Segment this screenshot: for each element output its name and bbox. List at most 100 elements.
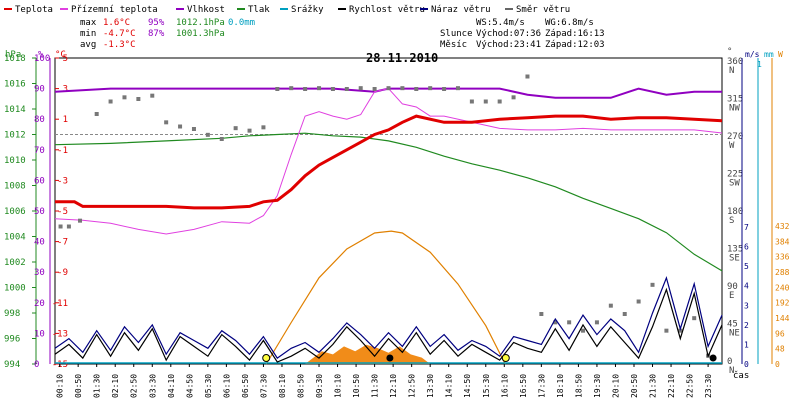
temp-tick-label: -11 (52, 299, 68, 309)
time-tick-label: 07:30 (259, 374, 268, 398)
time-tick-label: 14:50 (463, 374, 472, 398)
temperature-line (55, 114, 723, 210)
stat-min-press: 1001.3hPa (176, 29, 225, 39)
temp-tick-label: -3 (57, 176, 68, 186)
temp-tick-label: 1 (63, 115, 68, 125)
time-tick-label: 08:10 (278, 374, 287, 398)
chart-title: 28.11.2010 (366, 51, 438, 65)
time-tick-label: 13:30 (426, 374, 435, 398)
wind-direction-point (483, 99, 488, 104)
wind-sun-info: WS:5.4m/s WG:6.8m/s Slunce Východ:07:36 … (440, 18, 605, 50)
time-tick-label: 00:50 (74, 374, 83, 398)
temp-tick-label: -9 (57, 268, 68, 278)
chart-marks (54, 74, 723, 365)
time-tick-label: 02:50 (130, 374, 139, 398)
wind-tick-label: 0 (744, 360, 749, 369)
wind-tick-label: 3 (744, 301, 749, 310)
unit-w: W (778, 50, 783, 59)
stat-avg-label: avg (80, 40, 96, 50)
unit-pct: % (38, 50, 44, 60)
mm-top-tick: 1 (757, 60, 762, 69)
wind-speed-line (54, 287, 723, 363)
wind-direction-point (178, 124, 183, 129)
axes: 1018101610141012101010081006100410021000… (4, 54, 790, 398)
stat-max-label: max (80, 18, 97, 28)
time-tick-label: 02:10 (111, 374, 120, 398)
time-tick-label: 12:10 (389, 374, 398, 398)
stat-max-temp: 1.6°C (103, 18, 130, 28)
wind-tick-label: 1 (744, 340, 749, 349)
stat-max-rain: 0.0mm (228, 18, 255, 28)
wind-direction-point (581, 328, 586, 333)
stats-block: max 1.6°C 95% 1012.1hPa 0.0mm min -4.7°C… (80, 18, 255, 50)
wind-direction-point (150, 93, 155, 98)
stat-avg-temp: -1.3°C (103, 40, 136, 50)
stat-max-press: 1012.1hPa (176, 18, 225, 28)
direction-tick-label: 45 (727, 320, 738, 330)
pressure-tick-label: 1016 (4, 80, 26, 90)
direction-tick-label: 0 (727, 357, 732, 367)
legend-label: Tlak (248, 5, 270, 15)
direction-cardinal-label: SE (729, 254, 740, 264)
time-tick-label: 19:30 (593, 374, 602, 398)
humidity-line (54, 87, 722, 99)
unit-cas: čas (733, 370, 749, 381)
wind-direction-point (330, 87, 335, 91)
pressure-tick-label: 994 (4, 360, 20, 370)
wind-direction-point (622, 312, 627, 316)
wind-direction-point (497, 99, 502, 104)
solar-tick-label: 144 (775, 314, 790, 323)
humidity-tick-label: 30 (34, 268, 45, 278)
sun-label: Slunce (440, 29, 473, 39)
time-tick-label: 06:10 (222, 374, 231, 398)
direction-tick-label: 315 (727, 95, 743, 105)
direction-cardinal-label: N (729, 366, 734, 376)
wind-direction-point (58, 224, 63, 229)
wind-direction-point (164, 120, 169, 125)
wind-direction-point (219, 137, 224, 141)
wind-tick-label: 2 (744, 321, 749, 330)
time-tick-label: 23:30 (704, 374, 713, 398)
wind-direction-point (636, 299, 641, 304)
time-tick-label: 22:50 (686, 374, 695, 398)
wind-direction-point (261, 125, 266, 130)
time-tick-label: 18:10 (556, 374, 565, 398)
wind-direction-point (442, 87, 447, 91)
solar-tick-label: 96 (775, 329, 785, 338)
wind-direction-point (539, 312, 544, 316)
direction-tick-label: 270 (727, 132, 743, 142)
legend-label: Přízemní teplota (71, 5, 158, 15)
direction-tick-label: 90 (727, 282, 738, 292)
solar-tick-label: 384 (775, 237, 790, 246)
time-tick-label: 00:10 (56, 374, 65, 398)
time-tick-label: 01:30 (93, 374, 102, 398)
wind-direction-point (650, 282, 655, 287)
wind-direction-point (78, 218, 83, 223)
stat-max-hum: 95% (148, 18, 165, 28)
legend-label: Směr větru (516, 5, 570, 15)
wind-direction-point (386, 86, 391, 91)
temp-tick-label: -13 (52, 329, 68, 339)
wind-direction-point (414, 87, 419, 91)
wind-direction-point (275, 87, 280, 91)
unit-hpa: hPa (5, 50, 21, 60)
humidity-tick-label: 60 (34, 176, 45, 186)
wind-tick-label: 7 (744, 223, 749, 232)
time-tick-label: 15:30 (482, 374, 491, 398)
pressure-tick-label: 996 (4, 335, 20, 345)
direction-cardinal-label: S (729, 216, 734, 226)
solar-tick-label: 288 (775, 268, 790, 277)
wind-direction-point (191, 127, 196, 131)
time-tick-label: 11:30 (371, 374, 380, 398)
humidity-tick-label: 0 (34, 360, 39, 370)
ground-temp-line (54, 88, 723, 235)
time-tick-label: 18:50 (574, 374, 583, 398)
moon-label: Měsíc (440, 40, 467, 50)
humidity-tick-label: 40 (34, 238, 45, 248)
unit-mm: mm (764, 50, 774, 59)
solar-tick-label: 48 (775, 345, 785, 354)
pressure-tick-label: 1000 (4, 284, 26, 294)
time-tick-label: 21:30 (649, 374, 658, 398)
